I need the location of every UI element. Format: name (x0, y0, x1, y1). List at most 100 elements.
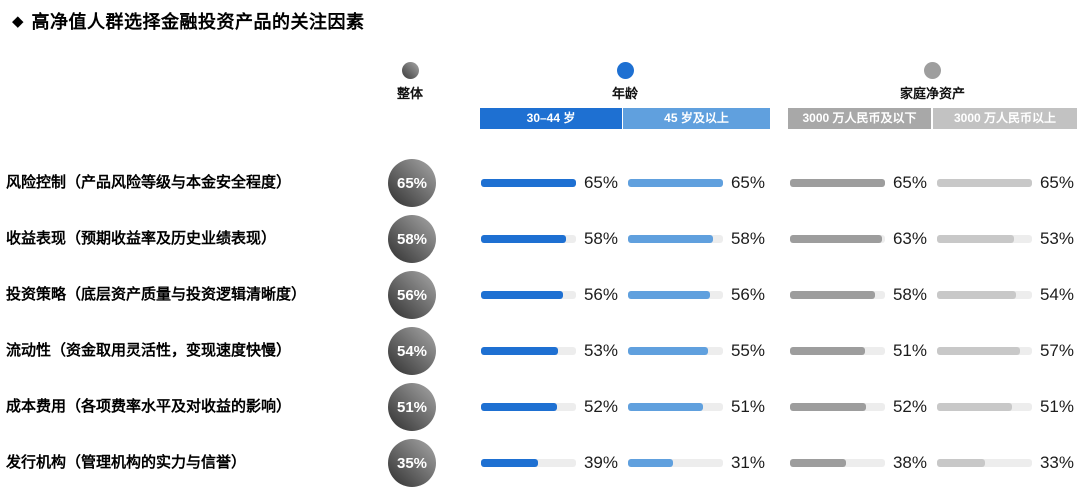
bar-track-age-older (628, 235, 723, 243)
bar-track-age-young (481, 403, 576, 411)
bar-value-networth-high: 33% (1039, 453, 1074, 472)
bar-value-age-older: 55% (730, 341, 765, 360)
bar-fill-age-older (628, 459, 674, 467)
bar-fill-age-young (481, 291, 563, 299)
bar-fill-networth-low (790, 347, 865, 355)
bar-value-age-young: 65% (583, 173, 618, 192)
bar-fill-networth-low (790, 291, 875, 299)
bar-value-networth-high: 53% (1039, 229, 1074, 248)
bar-fill-age-older (628, 403, 703, 411)
legend-label-networth: 家庭净资产 (899, 86, 965, 101)
bar-track-age-young (481, 347, 576, 355)
overall-marker-icon (401, 62, 419, 79)
table-row: 投资策略（底层资产质量与投资逻辑清晰度） 56% 56% 56% 58% 54% (0, 267, 1080, 323)
bar-value-age-young: 39% (583, 453, 618, 472)
overall-value-badge: 54% (388, 327, 436, 375)
table-row: 收益表现（预期收益率及历史业绩表现） 58% 58% 58% 63% 53% (0, 211, 1080, 267)
bar-track-age-young (481, 291, 576, 299)
table-row: 发行机构（管理机构的实力与信誉） 35% 39% 31% 38% 33% (0, 435, 1080, 491)
bar-track-networth-low (790, 291, 885, 299)
overall-value: 35% (396, 454, 428, 472)
bar-value-age-older: 65% (730, 173, 765, 192)
bar-value-networth-low: 65% (892, 173, 927, 192)
category-label: 收益表现（预期收益率及历史业绩表现） (6, 230, 277, 247)
bar-fill-networth-high (937, 403, 1012, 411)
overall-value-badge: 56% (388, 271, 436, 319)
networth-marker-icon (924, 62, 941, 79)
bar-value-age-young: 56% (583, 285, 618, 304)
bar-fill-networth-low (790, 403, 866, 411)
bar-track-age-older (628, 459, 723, 467)
bar-value-age-older: 51% (730, 397, 765, 416)
bar-fill-networth-high (937, 459, 986, 467)
legend-group-age: 年龄 (480, 62, 770, 102)
bar-track-networth-high (937, 179, 1032, 187)
column-header-networth-low: 3000 万人民币及以下 (788, 108, 931, 129)
bar-fill-age-young (481, 347, 559, 355)
bar-track-age-older (628, 291, 723, 299)
bar-value-age-young: 52% (583, 397, 618, 416)
bar-value-age-young: 53% (583, 341, 618, 360)
overall-value-badge: 51% (388, 383, 436, 431)
bar-fill-networth-low (790, 459, 846, 467)
overall-value-badge: 65% (388, 159, 436, 207)
category-label: 流动性（资金取用灵活性，变现速度快慢） (6, 342, 292, 359)
page-title-text: 高净值人群选择金融投资产品的关注因素 (31, 12, 365, 32)
overall-value: 51% (396, 398, 428, 416)
bar-fill-networth-high (937, 235, 1015, 243)
bar-track-age-older (628, 347, 723, 355)
bar-value-networth-high: 65% (1039, 173, 1074, 192)
bar-value-networth-low: 58% (892, 285, 927, 304)
legend-label-overall: 整体 (396, 86, 423, 101)
overall-value: 56% (396, 286, 428, 304)
bar-fill-age-young (481, 403, 557, 411)
bar-track-networth-high (937, 403, 1032, 411)
bar-fill-networth-high (937, 291, 1016, 299)
bar-fill-networth-low (790, 235, 883, 243)
legend-label-age: 年龄 (611, 86, 638, 101)
bar-fill-age-young (481, 459, 538, 467)
bar-fill-networth-high (937, 179, 1032, 187)
category-label: 成本费用（各项费率水平及对收益的影响） (6, 398, 292, 415)
overall-value: 54% (396, 342, 428, 360)
bar-value-age-older: 56% (730, 285, 765, 304)
legend-group-overall: 整体 (370, 62, 450, 102)
bar-track-networth-low (790, 179, 885, 187)
bar-fill-age-older (628, 347, 709, 355)
bar-fill-age-older (628, 179, 723, 187)
bar-value-networth-high: 51% (1039, 397, 1074, 416)
bar-value-age-older: 31% (730, 453, 765, 472)
bar-track-networth-high (937, 459, 1032, 467)
age-marker-icon (616, 62, 634, 79)
bar-track-networth-high (937, 235, 1032, 243)
column-header-age-45plus: 45 岁及以上 (623, 108, 770, 129)
bar-track-age-older (628, 403, 723, 411)
page-title: ◆ 高净值人群选择金融投资产品的关注因素 (12, 8, 365, 34)
bar-value-networth-high: 57% (1039, 341, 1074, 360)
bar-fill-networth-high (937, 347, 1021, 355)
bar-track-age-older (628, 179, 723, 187)
bar-fill-age-young (481, 235, 566, 243)
bar-track-networth-high (937, 291, 1032, 299)
bar-track-networth-high (937, 347, 1032, 355)
bar-value-age-young: 58% (583, 229, 618, 248)
bar-track-age-young (481, 179, 576, 187)
bar-value-networth-low: 63% (892, 229, 927, 248)
bar-fill-networth-low (790, 179, 885, 187)
bar-track-age-young (481, 459, 576, 467)
bar-value-networth-low: 51% (892, 341, 927, 360)
bar-fill-age-older (628, 235, 713, 243)
overall-value: 58% (396, 230, 428, 248)
bar-track-networth-low (790, 403, 885, 411)
bar-track-networth-low (790, 347, 885, 355)
bar-fill-age-young (481, 179, 576, 187)
bar-track-networth-low (790, 235, 885, 243)
category-label: 发行机构（管理机构的实力与信誉） (6, 454, 247, 471)
legend-group-networth: 家庭净资产 (788, 62, 1077, 102)
bar-value-networth-high: 54% (1039, 285, 1074, 304)
overall-value-badge: 35% (388, 439, 436, 487)
bar-track-networth-low (790, 459, 885, 467)
column-header-networth-high: 3000 万人民币以上 (933, 108, 1077, 129)
bar-value-age-older: 58% (730, 229, 765, 248)
